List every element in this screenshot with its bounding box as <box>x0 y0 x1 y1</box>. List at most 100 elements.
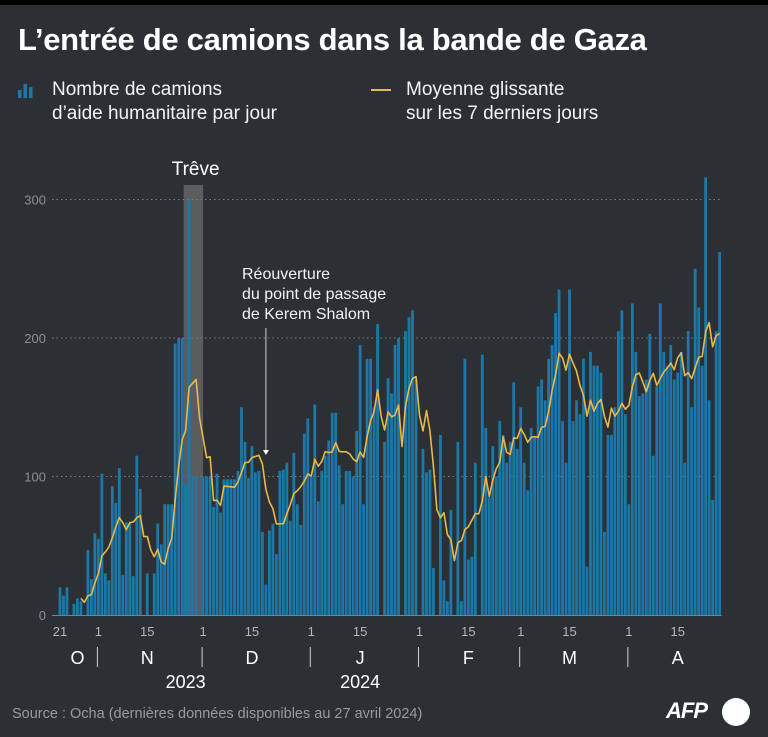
bar <box>355 430 359 615</box>
bar <box>662 351 666 615</box>
bar <box>550 344 554 615</box>
bar <box>554 313 557 615</box>
bar <box>79 601 83 615</box>
bar <box>261 531 264 615</box>
x-tick-label: 1 <box>95 624 102 639</box>
bar <box>637 396 641 615</box>
bar <box>432 567 435 615</box>
bar <box>672 379 676 615</box>
bar <box>201 476 205 615</box>
bar <box>135 455 139 615</box>
bar <box>254 472 257 615</box>
bar <box>575 400 578 615</box>
bar <box>515 448 519 615</box>
x-tick-label: 15 <box>140 624 154 639</box>
top-bar <box>0 0 768 5</box>
y-tick-label: 100 <box>24 470 46 485</box>
bar <box>508 441 512 615</box>
x-tick-label: 15 <box>670 624 684 639</box>
bar <box>243 441 247 615</box>
bar <box>90 578 93 615</box>
bar <box>491 446 495 615</box>
bar <box>494 476 498 615</box>
bar <box>700 365 704 615</box>
annotation-text: du point de passage <box>242 286 386 303</box>
bar <box>480 354 484 615</box>
bar <box>648 333 652 615</box>
bar <box>386 378 390 615</box>
bar <box>226 479 229 615</box>
bar <box>114 502 118 615</box>
bar <box>540 379 544 615</box>
bar <box>390 393 393 615</box>
bar <box>233 479 236 615</box>
bar <box>459 601 463 615</box>
bar <box>96 538 100 615</box>
bar <box>466 559 470 615</box>
bar <box>316 501 320 615</box>
x-tick-label: 1 <box>517 624 524 639</box>
bar <box>327 440 331 615</box>
bar <box>365 358 369 615</box>
bar <box>295 504 299 615</box>
bar <box>302 433 306 615</box>
x-tick-label: 1 <box>416 624 423 639</box>
annotation-arrow-head <box>262 450 269 455</box>
bar <box>428 469 432 615</box>
year-label: 2023 <box>166 672 206 692</box>
bar <box>219 512 222 615</box>
bar <box>470 556 474 615</box>
bar <box>215 473 219 615</box>
bar <box>358 344 362 615</box>
x-tick-label: 1 <box>308 624 315 639</box>
bar <box>383 441 386 615</box>
bar <box>589 351 592 615</box>
bar <box>194 476 198 615</box>
legend-bars: Nombre de camions d’aide humanitaire par… <box>52 78 277 126</box>
bar <box>369 358 373 615</box>
bar <box>533 437 537 615</box>
bar <box>306 418 310 615</box>
x-tick-label: 21 <box>53 624 67 639</box>
bar <box>271 523 275 615</box>
bar <box>159 544 163 615</box>
bar <box>65 587 69 615</box>
legend-average: Moyenne glissante sur les 7 derniers jou… <box>406 78 598 126</box>
month-label: M <box>562 648 577 668</box>
bar <box>309 476 313 615</box>
bar <box>86 549 90 615</box>
afp-logo-dot <box>722 698 750 726</box>
bar-legend-icon <box>18 84 33 98</box>
bar <box>449 509 453 615</box>
bar <box>62 595 65 615</box>
bar <box>191 476 195 615</box>
bar <box>156 523 160 615</box>
bar <box>285 462 289 615</box>
bar <box>124 522 128 615</box>
bar <box>596 365 599 615</box>
bar <box>205 476 208 615</box>
bar <box>463 358 467 615</box>
moving-average-line <box>80 321 721 604</box>
bar <box>278 470 282 615</box>
bar <box>557 289 561 615</box>
source-note: Source : Ocha (dernières données disponi… <box>12 706 423 722</box>
bar <box>501 434 505 615</box>
bar <box>247 477 250 615</box>
bar <box>676 372 680 615</box>
bar <box>582 358 585 615</box>
bar <box>184 483 188 615</box>
bar <box>163 504 167 615</box>
bar <box>397 338 400 615</box>
annotation-text: Réouverture <box>242 266 330 283</box>
bar <box>641 393 645 615</box>
bar <box>655 386 659 615</box>
bar <box>669 344 673 615</box>
bar <box>58 587 62 615</box>
bar <box>341 504 345 615</box>
bar <box>512 382 516 615</box>
bar <box>173 343 177 615</box>
bar <box>547 358 550 615</box>
bar <box>414 379 418 615</box>
